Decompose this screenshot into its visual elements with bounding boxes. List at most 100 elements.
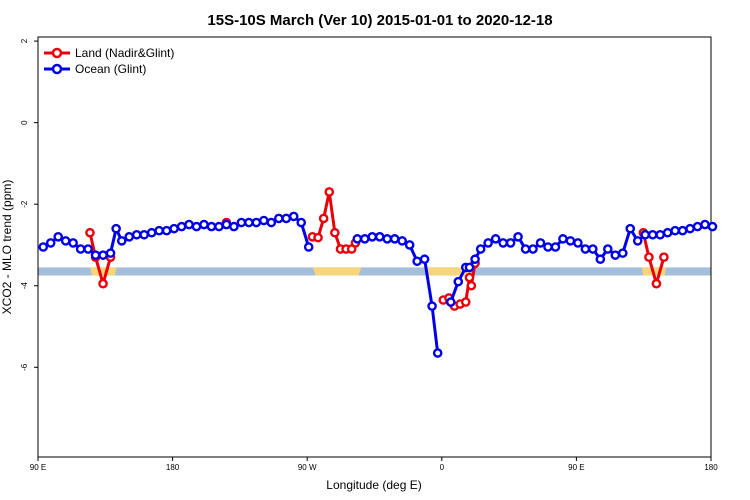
legend-marker-ocean — [51, 63, 63, 75]
data-point — [528, 244, 538, 254]
data-point — [644, 252, 654, 262]
data-point — [603, 244, 613, 254]
legend: Land (Nadir&Glint) Ocean (Glint) — [44, 46, 174, 76]
series-line — [449, 223, 713, 303]
data-point — [184, 219, 194, 230]
data-point — [670, 225, 680, 236]
data-point — [98, 250, 108, 260]
data-point — [318, 213, 329, 224]
data-point — [427, 301, 437, 311]
legend-item-land: Land (Nadir&Glint) — [44, 46, 174, 60]
series-line — [88, 232, 112, 286]
legend-item-ocean: Ocean (Glint) — [44, 62, 146, 76]
data-point — [483, 238, 493, 248]
data-point — [573, 238, 583, 248]
x-tick-label: 180 — [704, 463, 718, 472]
data-point — [281, 213, 292, 224]
series-land — [85, 187, 669, 311]
data-point — [498, 238, 508, 248]
series-line — [641, 232, 666, 286]
data-point — [520, 244, 531, 254]
data-point — [659, 252, 669, 262]
data-point — [324, 187, 335, 197]
data-point — [651, 278, 662, 289]
data-point — [432, 348, 443, 358]
data-point — [475, 244, 486, 254]
data-point — [550, 242, 561, 252]
y-tick-label: -6 — [20, 363, 29, 371]
data-point — [124, 232, 135, 242]
data-point — [313, 232, 323, 243]
data-point — [259, 215, 269, 226]
legend-label-land: Land (Nadir&Glint) — [75, 46, 174, 60]
x-tick-label: 90 E — [568, 463, 584, 472]
data-point — [273, 213, 284, 224]
y-tick-label: -4 — [20, 282, 29, 290]
data-point — [692, 221, 703, 232]
x-tick-label: 0 — [440, 463, 445, 472]
data-point — [466, 280, 477, 291]
series-layer — [38, 187, 718, 358]
data-point — [412, 256, 422, 267]
data-point — [490, 234, 501, 244]
data-point — [68, 238, 78, 248]
y-axis-label: XCO2 - MLO trend (ppm) — [0, 180, 14, 315]
data-point — [60, 236, 71, 246]
data-point — [389, 234, 400, 244]
y-tick-label: 2 — [20, 38, 29, 43]
series-line — [357, 235, 440, 354]
data-point — [85, 227, 95, 238]
data-point — [700, 219, 710, 230]
data-point — [632, 236, 643, 246]
data-point — [397, 236, 407, 246]
data-point — [266, 217, 277, 228]
land-segment — [424, 267, 472, 276]
data-point — [303, 242, 314, 252]
y-tick-label: 0 — [20, 120, 29, 125]
x-tick-label: 180 — [166, 463, 180, 472]
data-point — [617, 248, 628, 258]
legend-label-ocean: Ocean (Glint) — [75, 62, 146, 76]
data-point — [105, 248, 116, 258]
data-point — [288, 211, 299, 222]
y-tick-label: -2 — [20, 200, 29, 208]
land-segment — [90, 267, 117, 276]
data-point — [146, 227, 157, 238]
data-point — [296, 217, 307, 228]
data-point — [161, 225, 172, 236]
data-point — [464, 272, 475, 283]
data-point — [419, 254, 430, 265]
data-point — [169, 223, 179, 234]
data-point — [199, 219, 209, 230]
data-point — [90, 250, 101, 260]
data-point — [111, 223, 121, 234]
data-point — [352, 234, 363, 244]
ocean-band — [38, 267, 711, 276]
data-point — [374, 232, 385, 242]
data-point — [647, 229, 658, 240]
data-point — [98, 278, 108, 289]
data-point — [330, 227, 340, 238]
data-point — [513, 232, 523, 242]
data-point — [45, 238, 56, 248]
data-point — [139, 229, 149, 240]
data-point — [53, 232, 63, 242]
data-point — [610, 250, 621, 260]
data-point — [685, 223, 695, 234]
data-point — [470, 254, 480, 265]
data-point — [565, 236, 576, 246]
data-point — [251, 217, 262, 228]
land-segment — [312, 267, 362, 276]
data-point — [505, 238, 516, 248]
x-tick-label: 90 E — [30, 463, 46, 472]
data-point — [83, 244, 93, 254]
data-point — [75, 244, 86, 254]
data-point — [38, 242, 49, 252]
plot-frame — [37, 36, 712, 458]
data-point — [580, 244, 591, 254]
data-point — [535, 238, 546, 248]
data-point — [543, 242, 553, 252]
data-point — [229, 221, 239, 232]
data-point — [453, 276, 464, 287]
